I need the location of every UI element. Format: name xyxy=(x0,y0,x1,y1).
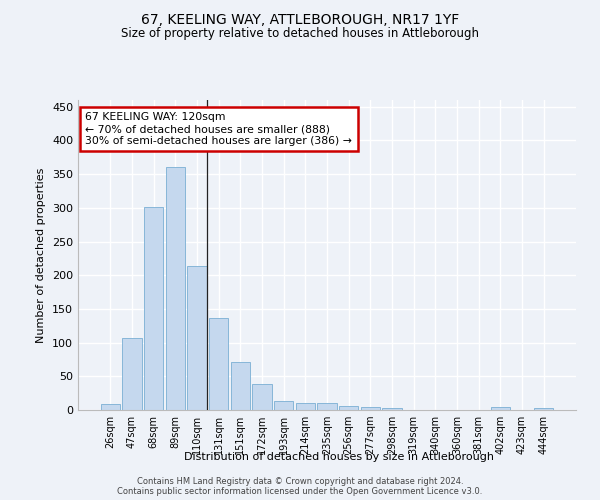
Bar xyxy=(252,384,272,410)
Bar xyxy=(187,266,207,410)
Bar xyxy=(491,408,510,410)
Bar xyxy=(534,408,553,410)
Bar xyxy=(382,408,402,410)
Text: Size of property relative to detached houses in Attleborough: Size of property relative to detached ho… xyxy=(121,28,479,40)
Bar xyxy=(166,168,185,410)
Text: Contains HM Land Registry data © Crown copyright and database right 2024.: Contains HM Land Registry data © Crown c… xyxy=(137,476,463,486)
Bar xyxy=(274,401,293,410)
Bar xyxy=(122,338,142,410)
Bar xyxy=(361,406,380,410)
Bar xyxy=(144,207,163,410)
Bar xyxy=(230,362,250,410)
Text: Distribution of detached houses by size in Attleborough: Distribution of detached houses by size … xyxy=(184,452,494,462)
Text: 67, KEELING WAY, ATTLEBOROUGH, NR17 1YF: 67, KEELING WAY, ATTLEBOROUGH, NR17 1YF xyxy=(141,12,459,26)
Bar xyxy=(317,404,337,410)
Bar xyxy=(339,406,358,410)
Bar xyxy=(101,404,120,410)
Bar xyxy=(209,318,229,410)
Bar xyxy=(296,402,315,410)
Y-axis label: Number of detached properties: Number of detached properties xyxy=(37,168,46,342)
Text: Contains public sector information licensed under the Open Government Licence v3: Contains public sector information licen… xyxy=(118,486,482,496)
Text: 67 KEELING WAY: 120sqm
← 70% of detached houses are smaller (888)
30% of semi-de: 67 KEELING WAY: 120sqm ← 70% of detached… xyxy=(85,112,352,146)
